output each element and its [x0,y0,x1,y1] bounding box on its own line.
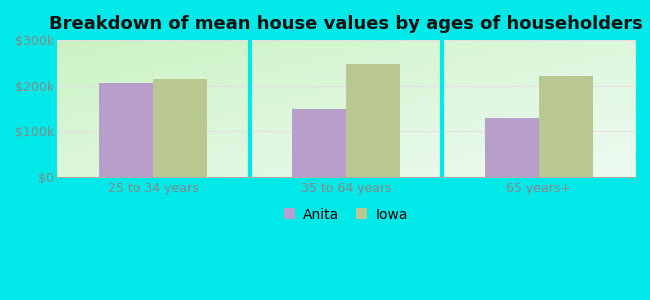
Legend: Anita, Iowa: Anita, Iowa [278,202,413,227]
Title: Breakdown of mean house values by ages of householders: Breakdown of mean house values by ages o… [49,15,643,33]
Bar [346,64,400,177]
Bar [485,118,539,177]
Bar [539,76,593,177]
Bar [99,83,153,177]
Bar [153,79,207,177]
Bar [292,109,346,177]
